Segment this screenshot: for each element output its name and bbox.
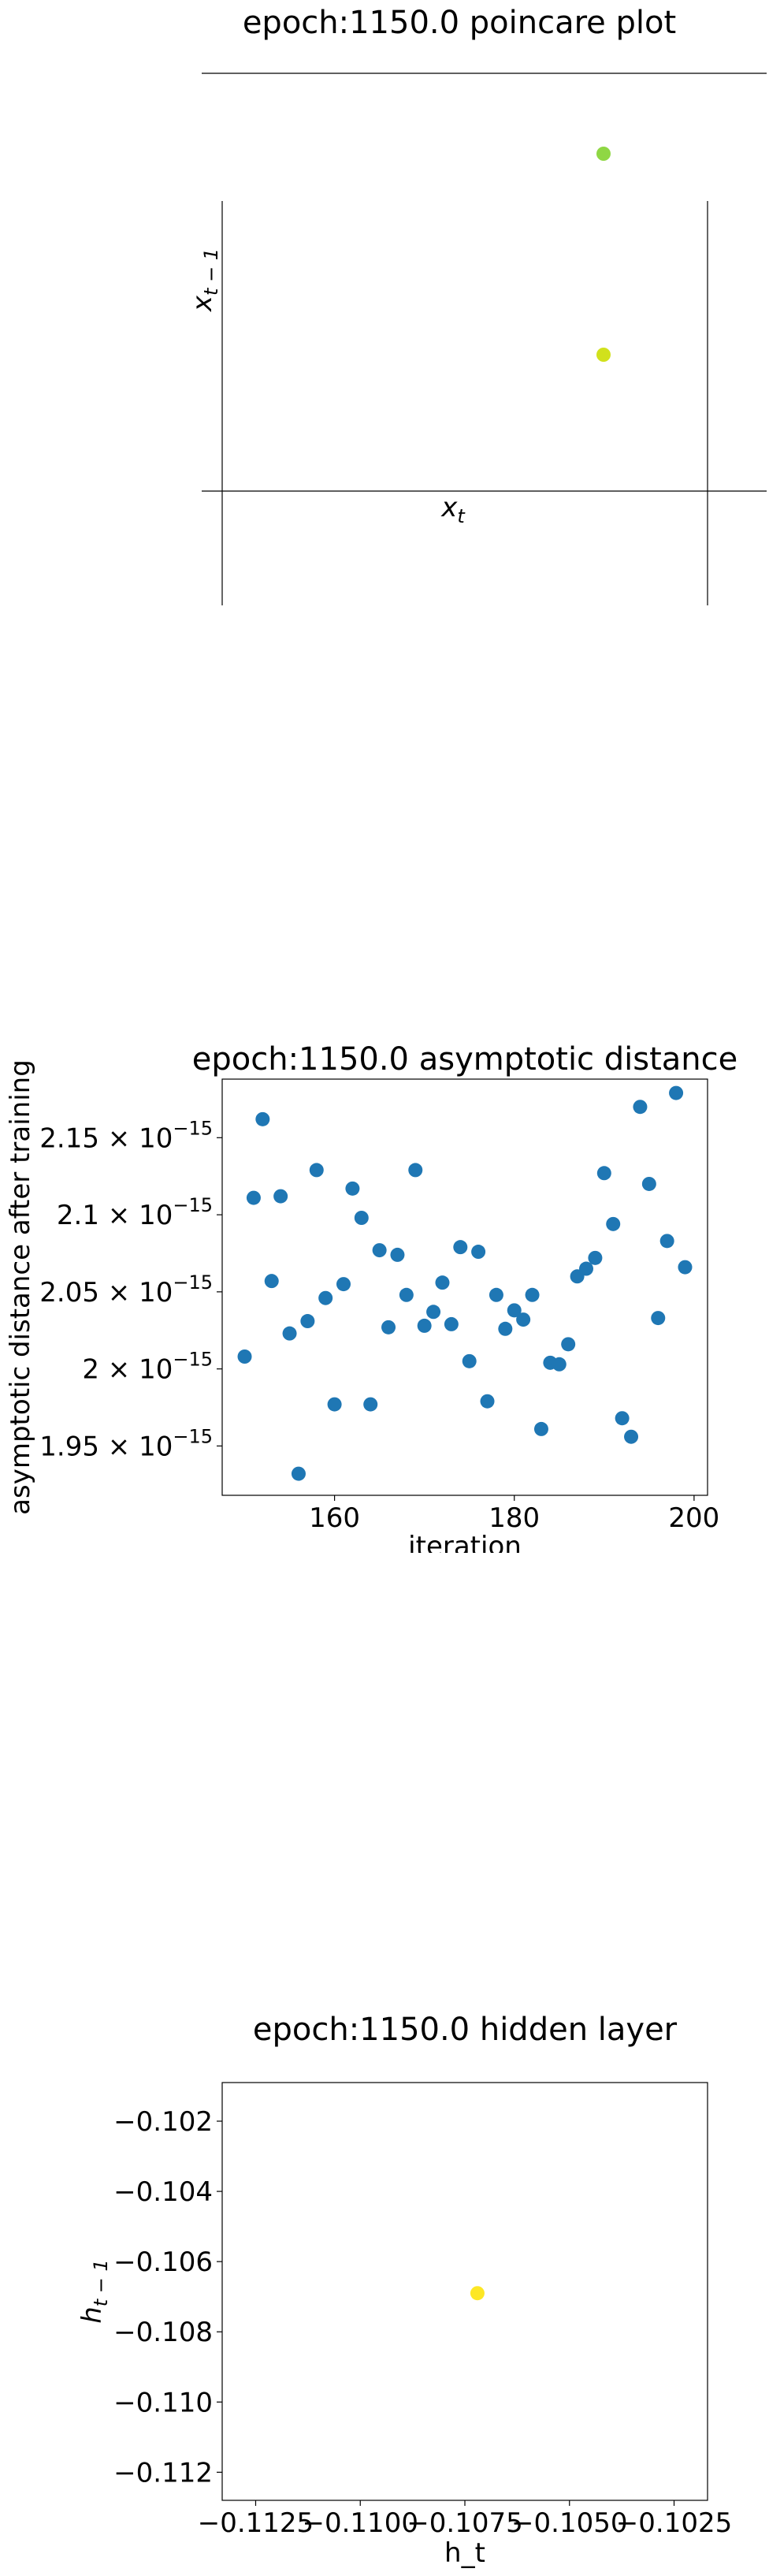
asymptotic-point [408, 1163, 423, 1178]
asymptotic-point [282, 1326, 297, 1341]
asymptotic-point [651, 1311, 666, 1326]
asymptotic-point [507, 1303, 522, 1318]
asymptotic-point [417, 1318, 432, 1333]
asymptotic-point [309, 1163, 324, 1178]
asymptotic-point [399, 1287, 414, 1302]
hidden-xtick-label: −0.1125 [198, 2507, 314, 2539]
asymptotic-ytick-label: 2.1 × 10−15 [57, 1194, 213, 1231]
asymptotic-point [255, 1111, 270, 1126]
hidden-yticks: −0.102 −0.104 −0.106 −0.108 −0.110 −0.112 [113, 2106, 222, 2489]
poincare-point-upper [596, 147, 611, 161]
asymptotic-point [363, 1397, 378, 1412]
asymptotic-point [588, 1250, 603, 1265]
asymptotic-point [273, 1189, 288, 1204]
asymptotic-point [525, 1287, 540, 1302]
asymptotic-point [480, 1394, 495, 1409]
asymptotic-point [264, 1274, 279, 1289]
asymptotic-point [498, 1321, 513, 1336]
hidden-ytick-label: −0.104 [113, 2176, 213, 2208]
asymptotic-point [579, 1261, 593, 1276]
hidden-ylabel: ht − 1 [76, 2259, 112, 2324]
hidden-ytick-label: −0.106 [113, 2247, 213, 2278]
asymptotic-ytick-label: 2.05 × 10−15 [39, 1271, 213, 1308]
asymptotic-point [372, 1243, 387, 1258]
hidden-xtick-label: −0.1050 [511, 2507, 627, 2539]
asymptotic-point [462, 1353, 477, 1368]
hidden-xtick-label: −0.1025 [616, 2507, 732, 2539]
asymptotic-point [300, 1314, 315, 1329]
asymptotic-point [327, 1397, 342, 1412]
asymptotic-point [624, 1429, 639, 1444]
asymptotic-point [489, 1287, 503, 1302]
hidden-xlabel: h_t [444, 2537, 485, 2569]
hidden-ytick-label: −0.108 [113, 2317, 213, 2348]
asymptotic-point [641, 1176, 656, 1191]
hidden-figure: epoch:1150.0 hidden layer −0.1125−0.1100… [76, 2012, 732, 2569]
asymptotic-figure: epoch:1150.0 asymptotic distance 160 180 2… [5, 1041, 738, 1553]
asymptotic-point [516, 1312, 531, 1327]
asymptotic-point [678, 1260, 693, 1275]
asymptotic-ylabel: asymptotic distance after training [5, 1059, 36, 1515]
asymptotic-point [345, 1181, 360, 1196]
asymptotic-point [552, 1357, 567, 1372]
hidden-point [470, 2286, 485, 2301]
hidden-ytick-label: −0.112 [113, 2457, 213, 2489]
asymptotic-point [633, 1100, 648, 1115]
asymptotic-ytick-label: 1.95 × 10−15 [39, 1425, 213, 1462]
asymptotic-point [435, 1275, 450, 1290]
poincare-figure: epoch:1150.0 poincare plot xt xt − 1 [187, 5, 767, 605]
asymptotic-points [237, 1085, 693, 1481]
asymptotic-xtick-label: 160 [309, 1502, 360, 1534]
asymptotic-point [237, 1349, 252, 1364]
asymptotic-point [615, 1411, 630, 1426]
asymptotic-point [444, 1316, 459, 1331]
hidden-title: epoch:1150.0 hidden layer [253, 2012, 678, 2048]
poincare-title: epoch:1150.0 poincare plot [243, 5, 676, 41]
hidden-xtick-label: −0.1100 [303, 2507, 418, 2539]
asymptotic-ytick-label: 2.15 × 10−15 [39, 1117, 213, 1154]
asymptotic-point [659, 1234, 674, 1249]
hidden-plot-frame [221, 2082, 708, 2501]
asymptotic-yticks: 1.95 × 10−15 2 × 10−15 2.05 × 10−15 2.1 × 1… [39, 1117, 222, 1462]
asymptotic-point [246, 1190, 261, 1205]
asymptotic-point [336, 1277, 351, 1292]
asymptotic-point [354, 1211, 369, 1225]
asymptotic-ytick-label: 2 × 10−15 [82, 1349, 213, 1386]
asymptotic-xtick-label: 180 [489, 1502, 540, 1534]
asymptotic-point [318, 1290, 333, 1305]
asymptotic-title: epoch:1150.0 asymptotic distance [192, 1041, 738, 1078]
asymptotic-point [533, 1421, 548, 1436]
asymptotic-point [291, 1466, 306, 1481]
hidden-xtick-label: −0.1075 [407, 2507, 522, 2539]
asymptotic-point [426, 1305, 441, 1320]
asymptotic-xlabel: iteration [408, 1531, 522, 1553]
asymptotic-xticks: 160 180 200 [309, 1495, 719, 1534]
hidden-xticks: −0.1125−0.1100−0.1075−0.1050−0.1025 [198, 2500, 732, 2539]
asymptotic-plot-frame [221, 1078, 708, 1496]
poincare-ylabel: xt − 1 [187, 248, 222, 312]
hidden-ytick-label: −0.102 [113, 2106, 213, 2138]
asymptotic-point [606, 1216, 621, 1231]
poincare-xlabel: xt [440, 492, 466, 527]
hidden-ytick-label: −0.110 [113, 2387, 213, 2418]
poincare-point-lower [596, 348, 611, 362]
asymptotic-point [381, 1320, 396, 1335]
asymptotic-xtick-label: 200 [668, 1502, 719, 1534]
asymptotic-point [596, 1166, 611, 1181]
asymptotic-point [453, 1240, 468, 1255]
asymptotic-point [471, 1245, 486, 1260]
hidden-points [470, 2286, 485, 2301]
asymptotic-point [669, 1085, 684, 1100]
asymptotic-point [561, 1337, 576, 1352]
asymptotic-point [390, 1247, 405, 1262]
